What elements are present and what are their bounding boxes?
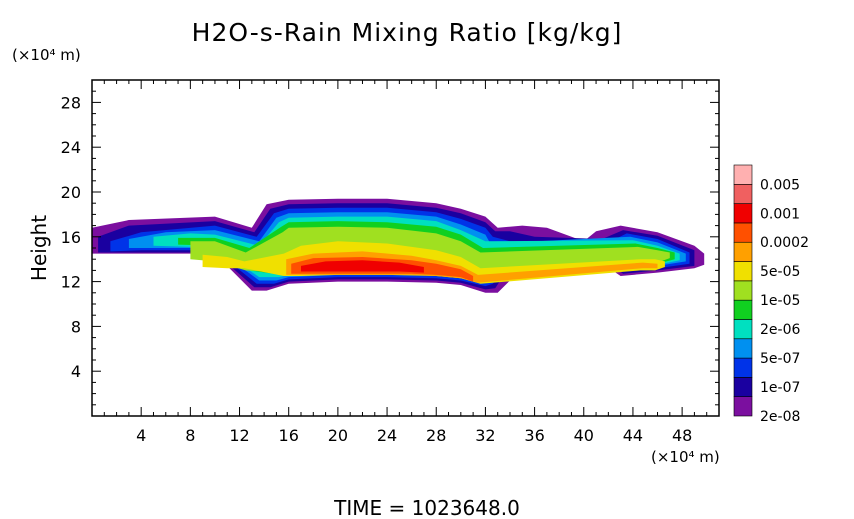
- y-axis: 4 8 12 16 20 24 28: [61, 90, 719, 406]
- colorbar-swatch: [733, 261, 753, 282]
- colorbar-label: 0.001: [760, 206, 800, 222]
- x-tick-label: 40: [574, 426, 594, 445]
- cloud-field: [92, 198, 705, 293]
- colorbar-label: 0.005: [760, 177, 800, 193]
- colorbar-label: 0.0002: [760, 235, 809, 251]
- colorbar-swatch: [733, 280, 753, 301]
- y-unit-label: (×10⁴ m): [12, 46, 81, 64]
- x-tick-label: 16: [279, 426, 299, 445]
- colorbar-swatch: [733, 396, 753, 417]
- colorbar-label: 5e-07: [760, 351, 800, 367]
- colorbar-label: 1e-05: [760, 293, 800, 309]
- x-tick-label: 8: [185, 426, 195, 445]
- colorbar-swatch: [733, 222, 753, 243]
- colorbar-swatch: [733, 377, 753, 397]
- colorbar-swatch: [733, 164, 753, 185]
- time-label: TIME = 1023648.0: [333, 496, 520, 519]
- x-tick-label: 48: [672, 426, 692, 445]
- colorbar-label: 2e-08: [760, 409, 800, 425]
- y-tick-label: 20: [61, 183, 81, 202]
- x-tick-label: 4: [136, 426, 146, 445]
- colorbar-swatch: [733, 338, 753, 359]
- x-tick-label: 24: [377, 426, 397, 445]
- x-tick-label: 12: [229, 426, 249, 445]
- colorbar-swatch: [733, 203, 753, 224]
- y-tick-label: 8: [71, 317, 81, 336]
- colorbar-label: 1e-07: [760, 380, 800, 396]
- colorbar-swatch: [733, 319, 753, 340]
- y-axis-label: Height: [27, 215, 51, 281]
- colorbar: 0.005 0.001 0.0002 5e-05 1e-05 2e-06 5e-07 1e-0…: [733, 164, 809, 425]
- colorbar-swatch: [733, 241, 753, 262]
- x-unit-label: (×10⁴ m): [651, 448, 720, 466]
- x-tick-label: 28: [426, 426, 446, 445]
- x-tick-label: 20: [328, 426, 348, 445]
- y-tick-label: 28: [61, 93, 81, 112]
- cloud-layer-10: [301, 260, 424, 273]
- x-tick-label: 44: [623, 426, 643, 445]
- x-tick-label: 36: [524, 426, 544, 445]
- y-tick-label: 12: [61, 273, 81, 292]
- y-tick-label: 24: [61, 138, 81, 157]
- colorbar-label: 2e-06: [760, 322, 800, 338]
- colorbar-swatch: [733, 299, 753, 320]
- x-tick-label: 32: [475, 426, 495, 445]
- x-axis: 4 8 12 16 20 24 28 32 36 40 44 48: [103, 80, 708, 445]
- colorbar-swatch: [733, 184, 753, 204]
- colorbar-label: 5e-05: [760, 264, 800, 280]
- y-tick-label: 16: [61, 228, 81, 247]
- chart-title: H2O-s-Rain Mixing Ratio [kg/kg]: [192, 18, 623, 47]
- y-tick-label: 4: [71, 362, 81, 381]
- colorbar-swatch: [733, 357, 753, 378]
